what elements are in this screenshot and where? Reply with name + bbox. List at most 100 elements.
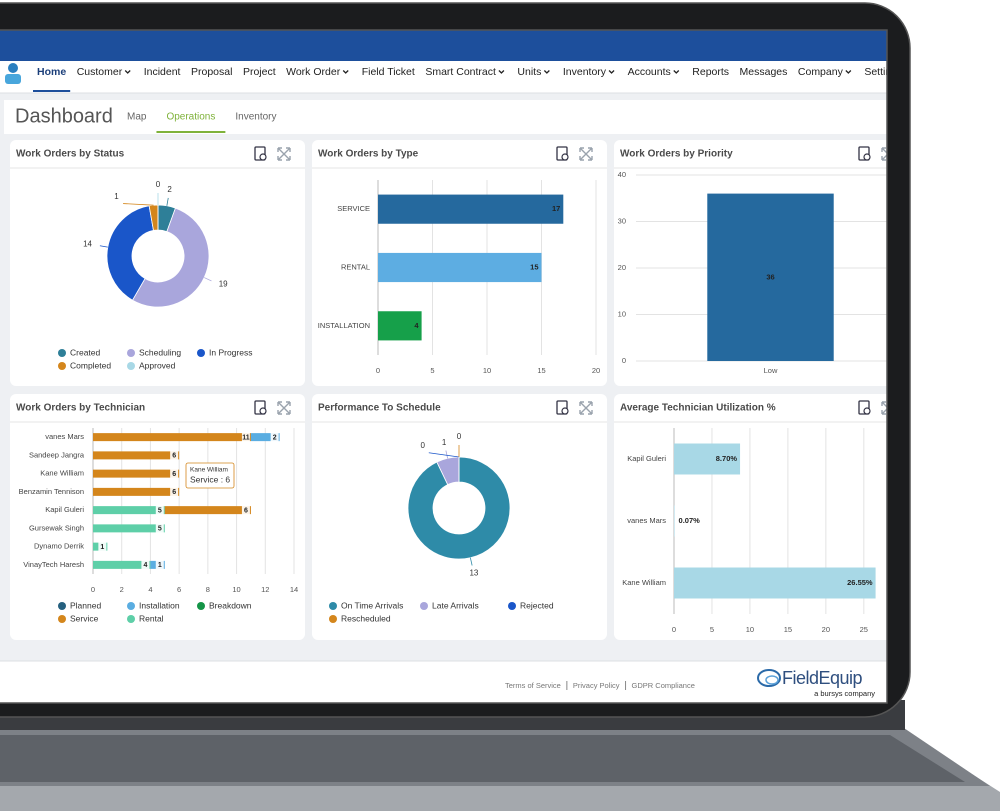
category-label: Low — [764, 366, 778, 375]
data-label: 8.70% — [716, 454, 738, 463]
bar-segment[interactable] — [93, 451, 180, 460]
bar[interactable] — [674, 505, 675, 537]
legend-label[interactable]: Late Arrivals — [432, 600, 479, 610]
x-tick-label: 14 — [290, 585, 298, 594]
nav-item[interactable]: Company — [798, 66, 844, 78]
panel-title: Work Orders by Technician — [16, 403, 145, 414]
nav-item[interactable]: Smart Contract — [425, 66, 496, 78]
legend-label[interactable]: Service — [70, 613, 99, 623]
panel — [10, 394, 305, 640]
legend-label[interactable]: Rental — [139, 613, 164, 623]
data-label: 13 — [469, 568, 478, 577]
legend-swatch — [197, 602, 205, 610]
data-label: 2 — [167, 185, 172, 194]
nav-item[interactable]: Units — [517, 66, 541, 78]
legend-label[interactable]: Rescheduled — [341, 613, 391, 623]
bar-segment[interactable] — [93, 560, 151, 569]
bar-segment[interactable] — [93, 433, 251, 442]
brand-tagline: a bursys company — [814, 689, 875, 698]
bar[interactable] — [707, 193, 834, 361]
footer — [0, 661, 890, 705]
export-icon[interactable] — [556, 400, 568, 415]
legend-label[interactable]: Scheduling — [139, 347, 181, 357]
nav-item[interactable]: Work Order — [286, 66, 341, 78]
bar-segment[interactable] — [93, 487, 180, 496]
x-tick-label: 0 — [376, 366, 380, 375]
bar[interactable] — [378, 252, 542, 283]
legend-label[interactable]: In Progress — [209, 347, 252, 357]
nav-item[interactable]: Inventory — [563, 66, 607, 78]
data-label: 26.55% — [847, 578, 873, 587]
expand-icon[interactable] — [579, 147, 593, 161]
tab[interactable]: Map — [127, 112, 147, 123]
bar-segment[interactable] — [250, 433, 280, 442]
x-tick-label: 10 — [746, 625, 754, 634]
nav-item[interactable]: Proposal — [191, 66, 232, 78]
legend-label[interactable]: Created — [70, 347, 101, 357]
nav-item[interactable]: Messages — [740, 66, 788, 78]
bar-segment[interactable] — [93, 506, 165, 515]
keyboard-keys — [0, 735, 965, 782]
y-tick-label: 30 — [618, 216, 626, 225]
bar[interactable] — [378, 311, 422, 341]
x-tick-label: 20 — [822, 625, 830, 634]
dropdown-chevron — [608, 70, 615, 74]
expand-icon[interactable] — [277, 147, 291, 161]
data-label: 6 — [172, 453, 176, 460]
bar[interactable] — [674, 443, 741, 475]
legend-label[interactable]: On Time Arrivals — [341, 600, 403, 610]
bar-segment[interactable] — [93, 524, 165, 533]
nav-item[interactable]: Accounts — [628, 66, 671, 78]
tab[interactable]: Operations — [166, 112, 215, 123]
legend-swatch — [329, 615, 337, 623]
category-label: INSTALLATION — [318, 321, 370, 330]
footer-link[interactable]: Privacy Policy — [573, 681, 620, 690]
expand-icon[interactable] — [277, 401, 291, 415]
data-label: 14 — [83, 239, 92, 248]
legend-label[interactable]: Planned — [70, 600, 101, 610]
tab-underline — [156, 131, 226, 133]
legend-label[interactable]: Completed — [70, 360, 111, 370]
footer-link[interactable]: Terms of Service — [505, 681, 561, 690]
bar-segment[interactable] — [164, 506, 251, 515]
export-icon[interactable] — [556, 146, 568, 161]
legend-label[interactable]: Installation — [139, 600, 180, 610]
expand-icon[interactable] — [579, 401, 593, 415]
legend-label[interactable]: Rejected — [520, 600, 554, 610]
nav-item[interactable]: Reports — [692, 66, 729, 78]
legend-swatch — [127, 602, 135, 610]
category-label: SERVICE — [337, 204, 370, 213]
tab[interactable]: Inventory — [235, 112, 276, 123]
data-label: 0 — [457, 432, 462, 441]
category-label: Gursewak Singh — [29, 523, 84, 532]
panel — [10, 140, 305, 386]
nav-item[interactable]: Incident — [144, 66, 181, 78]
export-icon[interactable] — [858, 400, 870, 415]
legend-label[interactable]: Breakdown — [209, 600, 252, 610]
data-label-box — [141, 560, 150, 570]
export-icon[interactable] — [858, 146, 870, 161]
nav-item[interactable]: Customer — [77, 66, 123, 78]
donut-slice[interactable] — [106, 205, 154, 301]
category-label: Benzamin Tennison — [19, 487, 84, 496]
x-tick-label: 10 — [232, 585, 240, 594]
footer-link[interactable]: GDPR Compliance — [632, 681, 695, 690]
export-icon-lens — [863, 407, 871, 415]
export-icon[interactable] — [254, 400, 266, 415]
donut-slice[interactable] — [131, 207, 210, 308]
y-tick-label: 0 — [622, 356, 626, 365]
export-icon[interactable] — [254, 146, 266, 161]
data-label-box — [270, 432, 279, 442]
nav-item[interactable]: Home — [37, 66, 66, 78]
bar[interactable] — [674, 567, 876, 599]
donut-slice[interactable] — [407, 456, 511, 560]
bar-segment[interactable] — [93, 469, 180, 478]
legend-label[interactable]: Approved — [139, 360, 176, 370]
nav-item[interactable]: Project — [243, 66, 276, 78]
bar[interactable] — [378, 194, 564, 224]
dropdown-chevron — [342, 70, 349, 74]
nav-item[interactable]: Field Ticket — [362, 66, 415, 78]
panel-title: Work Orders by Priority — [620, 149, 733, 160]
legend-swatch — [197, 349, 205, 357]
